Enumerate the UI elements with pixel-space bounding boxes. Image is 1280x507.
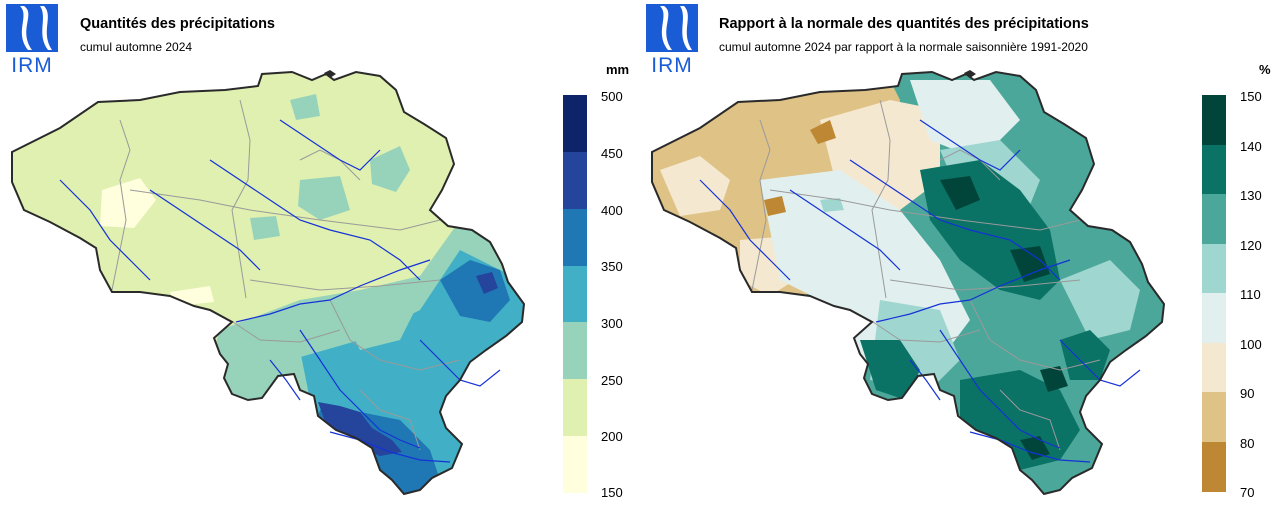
irm-logo: IRM — [6, 4, 58, 77]
irm-logo-text: IRM — [651, 54, 693, 77]
map-subtitle: cumul automne 2024 par rapport à la norm… — [719, 40, 1088, 54]
legend-tick: 80 — [1240, 436, 1255, 451]
legend-bin — [563, 379, 587, 436]
legend-tick: 140 — [1240, 139, 1262, 154]
legend-bin — [1202, 343, 1226, 392]
legend-tick: 250 — [601, 373, 623, 388]
baarle-enclave — [324, 70, 336, 78]
legend-tick: 500 — [601, 89, 623, 104]
legend-tick: 110 — [1240, 287, 1261, 302]
legend-tick: 150 — [601, 485, 623, 500]
legend-bin — [563, 436, 587, 493]
irm-logo-graphic — [646, 4, 698, 52]
legend-bin — [563, 209, 587, 266]
map-title: Rapport à la normale des quantités des p… — [719, 16, 1089, 32]
legend-bin — [563, 152, 587, 209]
province-boundaries — [751, 99, 1101, 451]
irm-logo: IRM — [646, 4, 698, 77]
legend-bin — [1202, 244, 1226, 293]
legend-bin — [563, 322, 587, 379]
legend-unit: % — [1259, 62, 1271, 77]
ratio-map — [651, 70, 1165, 495]
province-boundaries — [111, 99, 461, 451]
legend-tick: 450 — [601, 146, 623, 161]
legend-bin — [563, 95, 587, 152]
legend-bin — [563, 266, 587, 322]
precipitation-map — [11, 70, 525, 495]
legend-tick: 90 — [1240, 386, 1255, 401]
map-subtitle: cumul automne 2024 — [80, 40, 193, 54]
ratio-panel: IRM Rapport à la normale des quantités d… — [640, 0, 1280, 507]
legend-tick: 70 — [1240, 485, 1255, 500]
baarle-enclave — [964, 70, 976, 78]
legend-tick: 200 — [601, 429, 623, 444]
legend-bin — [1202, 293, 1226, 343]
legend-tick: 400 — [601, 203, 623, 218]
legend-tick: 150 — [1240, 89, 1262, 104]
legend-bin — [1202, 145, 1226, 194]
legend-tick: 120 — [1240, 238, 1262, 253]
legend-unit: mm — [606, 62, 630, 77]
legend-tick: 130 — [1240, 188, 1262, 203]
legend-bin — [1202, 392, 1226, 442]
map-title: Quantités des précipitations — [80, 16, 275, 32]
legend-tick: 100 — [1240, 337, 1262, 352]
legend-tick: 350 — [601, 259, 623, 274]
legend-bin — [1202, 442, 1226, 492]
legend-bin — [1202, 194, 1226, 244]
rivers — [59, 119, 501, 463]
irm-logo-text: IRM — [11, 54, 53, 77]
irm-logo-graphic — [6, 4, 58, 52]
precipitation-panel: IRM Quantités des précipitations cumul a… — [6, 4, 630, 500]
legend-tick: 300 — [601, 316, 623, 331]
legend-bin — [1202, 95, 1226, 145]
